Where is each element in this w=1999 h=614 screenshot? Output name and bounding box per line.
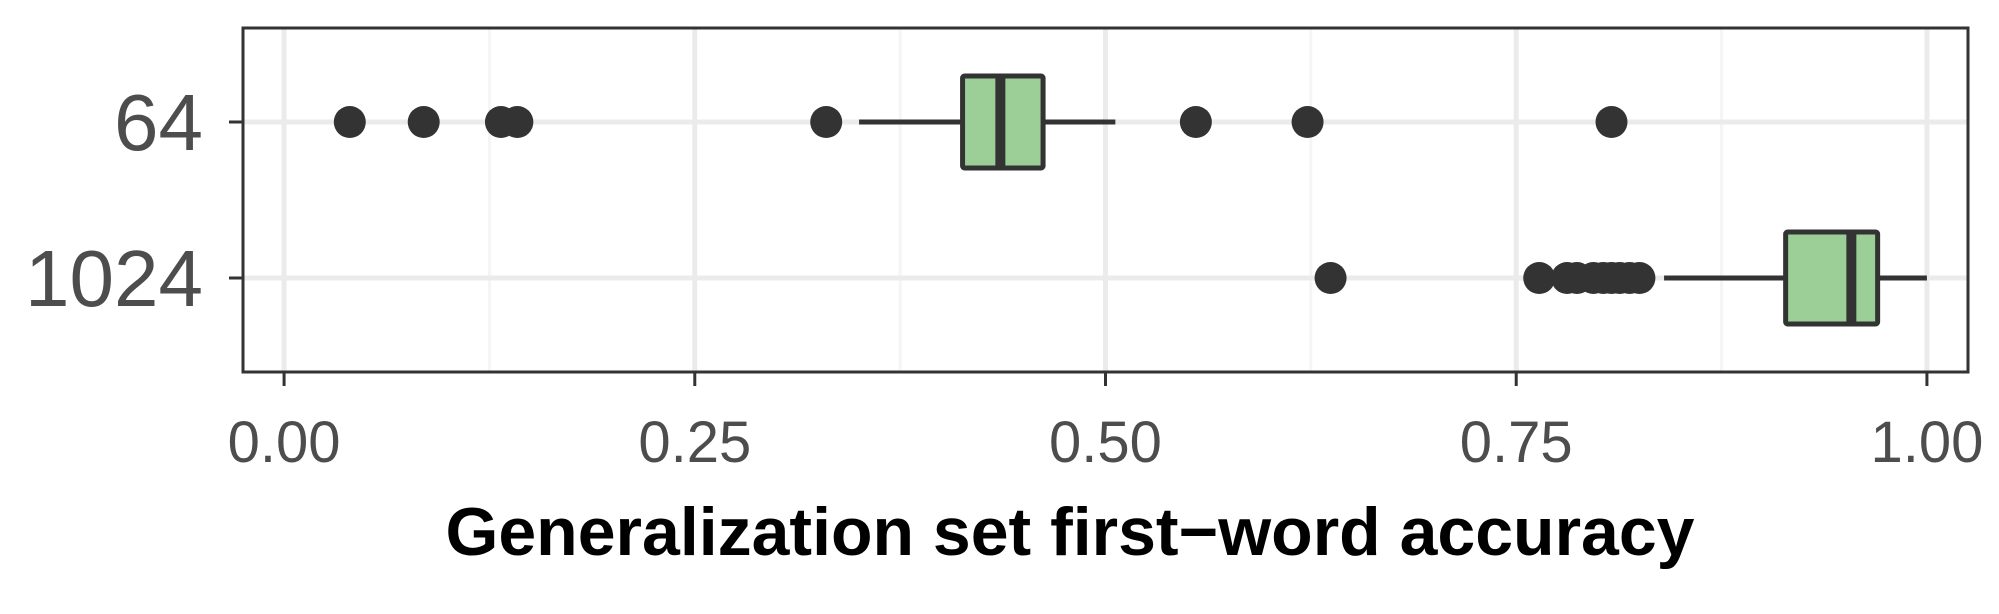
y-axis: 64 1024 xyxy=(25,78,243,323)
outlier-point xyxy=(810,106,843,138)
outlier-point xyxy=(1314,262,1347,294)
x-tick-label: 0.75 xyxy=(1460,410,1573,475)
x-axis: 0.00 0.25 0.50 0.75 1.00 xyxy=(228,372,1983,475)
outlier-point xyxy=(1291,106,1324,138)
x-axis-title: Generalization set first−word accuracy xyxy=(445,494,1694,570)
box-layer xyxy=(859,73,1927,327)
x-tick-label: 0.50 xyxy=(1049,410,1162,475)
outlier-layer xyxy=(333,106,1656,294)
outlier-point xyxy=(501,106,534,138)
outlier-point xyxy=(1523,262,1556,294)
box-64 xyxy=(859,73,1116,171)
minor-gridlines xyxy=(487,28,1724,372)
x-tick-label: 0.00 xyxy=(228,410,341,475)
y-tick-label: 64 xyxy=(114,78,203,167)
y-tick-label: 1024 xyxy=(25,234,203,323)
outlier-point xyxy=(1623,262,1656,294)
outlier-point xyxy=(333,106,366,138)
box-1024 xyxy=(1664,229,1927,327)
outlier-point xyxy=(1179,106,1212,138)
iqr-box xyxy=(1783,229,1881,327)
x-tick-label: 0.25 xyxy=(638,410,751,475)
outlier-point xyxy=(407,106,440,138)
outlier-point xyxy=(1595,106,1628,138)
x-tick-label: 1.00 xyxy=(1870,410,1983,475)
